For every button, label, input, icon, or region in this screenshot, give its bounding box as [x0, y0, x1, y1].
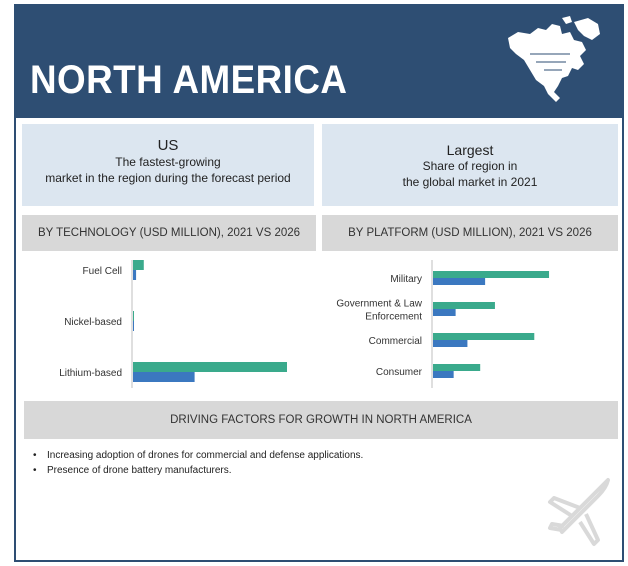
bullet-glyph: •: [33, 450, 37, 461]
highlight-largest-line2: the global market in 2021: [402, 175, 538, 189]
category-label: Fuel Cell: [83, 266, 122, 277]
page-title: NORTH AMERICA: [30, 58, 348, 102]
highlight-us: US The fastest-growing market in the reg…: [22, 124, 314, 206]
bar-2021-0: [433, 278, 486, 285]
highlight-us-line2: market in the region during the forecast…: [45, 171, 291, 185]
category-label: Lithium-based: [59, 368, 122, 379]
driver-text: Presence of drone battery manufacturers.: [47, 465, 232, 476]
bar-2021-2: [433, 340, 468, 347]
bullet-glyph: •: [33, 465, 37, 476]
drivers-list: • Increasing adoption of drones for comme…: [33, 450, 363, 480]
bar-2026-1: [133, 311, 134, 321]
driver-text: Increasing adoption of drones for commer…: [47, 450, 364, 461]
bar-2021-0: [133, 270, 137, 280]
list-item: • Increasing adoption of drones for comme…: [33, 450, 363, 461]
category-label: Military: [390, 274, 422, 285]
highlight-largest-line1: Share of region in: [422, 159, 518, 173]
category-label: Consumer: [376, 367, 423, 378]
chart-title-platform: BY PLATFORM (USD MILLION), 2021 VS 2026: [322, 215, 618, 251]
chart-title-technology: BY TECHNOLOGY (USD MILLION), 2021 VS 202…: [22, 215, 316, 251]
chart-platform: Military Government & Law Enforcement Comme…: [336, 260, 550, 388]
highlight-largest: Largest Share of region in the global ma…: [322, 124, 618, 206]
bar-2021-1: [433, 309, 456, 316]
bar-2026-2: [433, 333, 535, 340]
highlight-largest-headline: Largest: [446, 142, 494, 158]
bar-2026-3: [433, 364, 481, 371]
chart-technology: Fuel Cell Nickel-based Lithium-based: [59, 260, 287, 388]
bar-2021-3: [433, 371, 454, 378]
bar-2026-0: [133, 260, 144, 270]
bar-2026-0: [433, 271, 550, 278]
bar-2021-2: [133, 372, 195, 382]
category-label: Commercial: [369, 336, 422, 347]
bar-2021-1: [133, 321, 134, 331]
list-item: • Presence of drone battery manufacturers…: [33, 465, 363, 476]
bar-2026-1: [433, 302, 495, 309]
north-america-map-icon: [508, 16, 600, 102]
drivers-title: DRIVING FACTORS FOR GROWTH IN NORTH AMER…: [24, 401, 618, 439]
bar-2026-2: [133, 362, 287, 372]
category-label: Nickel-based: [64, 317, 122, 328]
airplane-icon: [548, 478, 610, 546]
category-label: Government & Law: [336, 299, 422, 310]
highlight-us-headline: US: [157, 137, 179, 154]
header-banner: [16, 6, 622, 118]
highlight-us-line1: The fastest-growing: [115, 155, 221, 169]
category-label: Enforcement: [365, 312, 422, 323]
